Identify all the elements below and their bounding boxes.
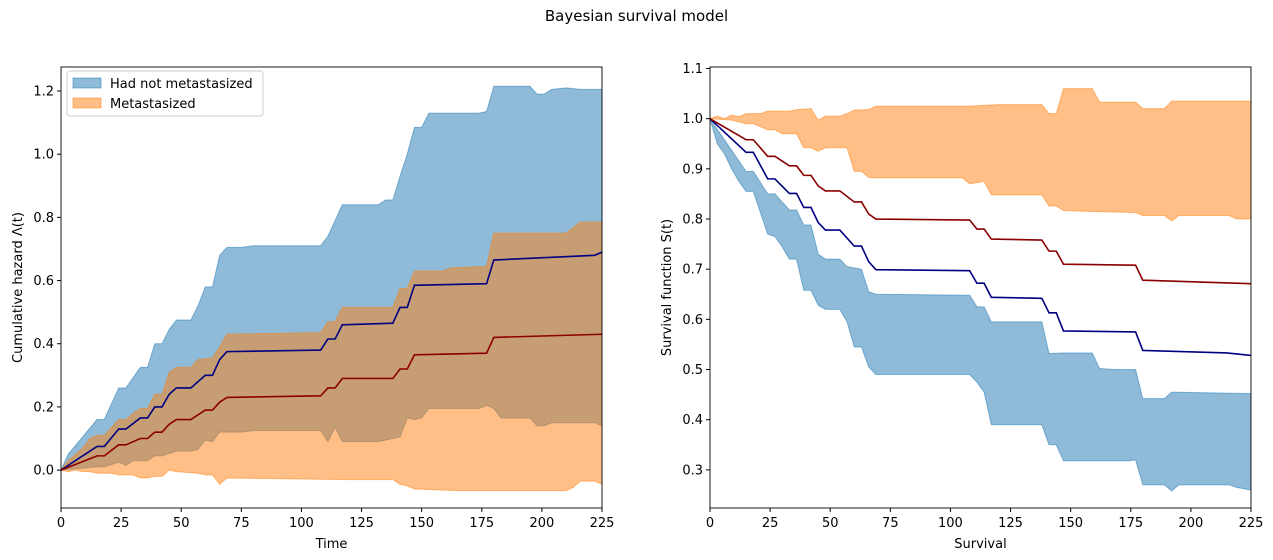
y-tick-label: 0.7 xyxy=(682,263,703,278)
mean-line-had-not-metastasized xyxy=(61,251,602,471)
x-tick-label: 25 xyxy=(762,516,779,531)
legend-swatch-orange xyxy=(72,97,102,109)
y-tick-label: 0.8 xyxy=(33,211,54,226)
x-tick-label: 0 xyxy=(706,516,714,531)
x-tick-label: 75 xyxy=(882,516,899,531)
x-tick-label: 100 xyxy=(289,516,314,531)
legend-frame xyxy=(66,70,264,117)
x-tick-label: 0 xyxy=(57,516,65,531)
x-tick-label: 125 xyxy=(349,516,374,531)
y-tick-label: 0.4 xyxy=(33,337,54,352)
x-tick-label: 150 xyxy=(1058,516,1083,531)
x-tick-label: 175 xyxy=(1118,516,1143,531)
mean-line-had-not-metastasized xyxy=(710,118,1251,357)
y-tick-label: 0.4 xyxy=(682,413,703,428)
x-tick-label: 175 xyxy=(469,516,494,531)
subplot-1: 0 25 50 75 100 125 150 175 200 225 0.0 0.2 0.4 0.6 0.8… xyxy=(11,66,615,552)
y-tick-label: 0.6 xyxy=(33,274,54,289)
y-tick-label: 1.2 xyxy=(33,85,54,100)
y-tick-label: 0.2 xyxy=(33,400,54,415)
subplot-2: 0 25 50 75 100 125 150 175 200 225 0.3 0.4 0.5 0.6 0.7… xyxy=(660,62,1263,552)
x-tick-label: 100 xyxy=(938,516,963,531)
axes-frame xyxy=(60,66,603,509)
credible-band-metastasized xyxy=(61,221,602,492)
legend: Had not metastasized Metastasized xyxy=(66,70,264,117)
y-tick-label: 0.9 xyxy=(682,162,703,177)
y-tick-label: 1.0 xyxy=(682,112,703,127)
y-tick-label: 0.5 xyxy=(682,363,703,378)
x-tick-label: 225 xyxy=(590,516,615,531)
mean-line-metastasized xyxy=(710,117,1251,285)
y-axis-label: Cumulative hazard Λ(t) xyxy=(11,212,26,363)
axes-frame xyxy=(709,66,1252,509)
x-tick-label: 200 xyxy=(529,516,554,531)
y-tick-label: 0.3 xyxy=(682,463,703,478)
x-tick-label: 25 xyxy=(113,516,130,531)
x-tick-label: 225 xyxy=(1239,516,1264,531)
credible-band-had-not-metastasized xyxy=(710,118,1251,492)
x-axis-label: Time xyxy=(315,537,348,552)
x-axis-label: Survival xyxy=(954,537,1006,552)
x-tick-label: 50 xyxy=(822,516,839,531)
plot-area xyxy=(61,85,602,492)
y-axis-label: Survival function S(t) xyxy=(660,219,675,356)
x-tick-label: 150 xyxy=(409,516,434,531)
mean-line-metastasized xyxy=(61,333,602,471)
y-tick-label: 1.0 xyxy=(33,148,54,163)
y-tick-label: 1.1 xyxy=(682,62,703,77)
x-tick-label: 50 xyxy=(173,516,190,531)
y-tick-label: 0.8 xyxy=(682,213,703,228)
x-tick-label: 75 xyxy=(233,516,250,531)
x-tick-label: 200 xyxy=(1178,516,1203,531)
y-tick-label: 0.0 xyxy=(33,464,54,479)
figure-title: Bayesian survival model xyxy=(544,7,729,25)
plot-area xyxy=(710,88,1251,492)
legend-label: Had not metastasized xyxy=(110,77,253,92)
legend-label: Metastasized xyxy=(110,97,196,112)
x-tick-label: 125 xyxy=(998,516,1023,531)
y-tick-label: 0.6 xyxy=(682,313,703,328)
legend-swatch-blue xyxy=(72,77,102,89)
credible-band-metastasized xyxy=(710,88,1251,222)
